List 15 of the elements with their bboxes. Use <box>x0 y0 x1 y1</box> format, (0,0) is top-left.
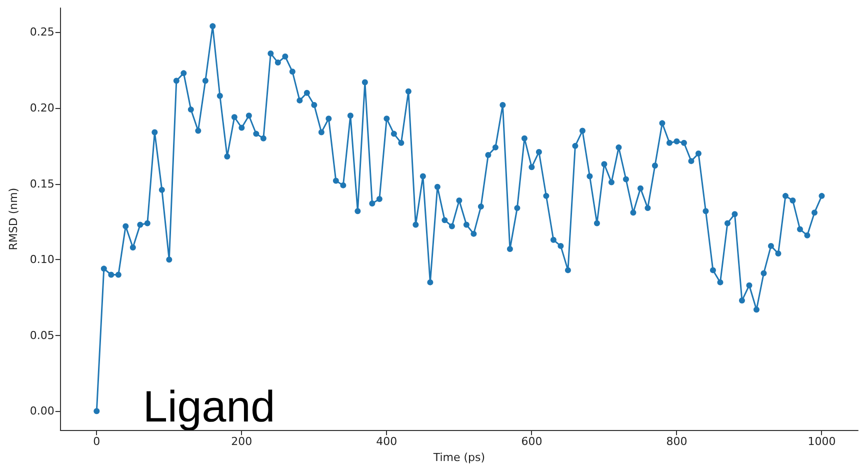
annotation: Ligand <box>143 382 276 432</box>
x-tick-label: 0 <box>93 435 100 448</box>
x-tick-label: 600 <box>521 435 542 448</box>
y-tick-label: 0.00 <box>30 404 54 418</box>
x-tick-label: 400 <box>376 435 398 448</box>
x-tick-label: 1000 <box>808 435 836 448</box>
x-tick-label: 200 <box>231 435 252 448</box>
y-axis-title: RMSD (nm) <box>7 188 20 250</box>
y-tick-label: 0.10 <box>30 253 54 266</box>
x-axis-title: Time (ps) <box>432 451 486 464</box>
x-tick-label: 800 <box>666 435 688 448</box>
y-tick-label: 0.25 <box>30 26 54 39</box>
y-tick-label: 0.15 <box>30 177 54 190</box>
y-tick-label: 0.20 <box>30 102 54 115</box>
y-tick-label: 0.05 <box>30 328 54 342</box>
